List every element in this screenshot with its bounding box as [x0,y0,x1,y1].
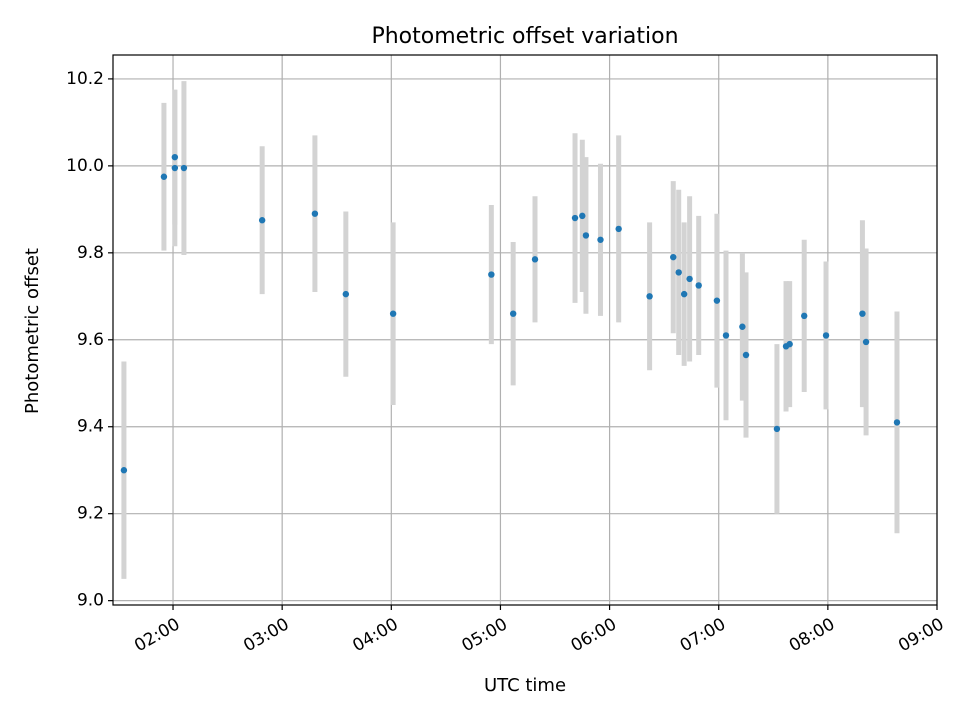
y-tick-label: 9.6 [77,330,104,350]
data-point [713,297,721,304]
data-point [571,214,579,222]
y-tick-label: 9.4 [77,417,104,437]
data-point [739,323,746,330]
data-point [695,282,702,289]
data-point [822,332,830,339]
y-axis-ticks: 9.0 9.2 9.4 9.6 9.8 10.0 10.2 [66,69,113,611]
data-point [893,419,901,426]
data-point [786,340,793,348]
data-point [670,253,677,261]
data-point [171,164,179,172]
data-point [180,164,188,172]
data-point [342,290,350,298]
data-point [579,212,586,220]
chart-title: Photometric offset variation [371,24,678,49]
data-point [311,210,319,217]
data-point [615,225,622,233]
data-point [160,173,168,180]
data-point [859,310,866,317]
data-point [722,332,730,339]
y-tick-label: 9.2 [77,504,104,524]
data-point [686,275,693,283]
data-point [531,256,539,263]
data-point [675,269,682,276]
data-point [582,232,590,239]
data-point [120,467,128,474]
y-tick-label: 9.8 [77,243,104,263]
data-point [680,290,688,298]
y-tick-label: 10.0 [66,156,104,176]
data-point [801,312,808,320]
x-axis-label: UTC time [484,675,566,696]
data-points [120,153,901,474]
data-point [171,153,179,161]
y-tick-label: 10.2 [66,69,104,89]
y-axis-label: Photometric offset [22,248,43,414]
data-point [509,310,517,317]
data-point [773,425,781,433]
data-point [258,217,266,224]
plot-frame [112,54,938,606]
data-point [646,293,653,300]
data-point [389,310,397,317]
data-point [597,236,604,243]
data-point [862,338,870,346]
y-tick-label: 9.0 [77,591,104,611]
data-point [488,271,495,278]
data-point [742,351,750,359]
